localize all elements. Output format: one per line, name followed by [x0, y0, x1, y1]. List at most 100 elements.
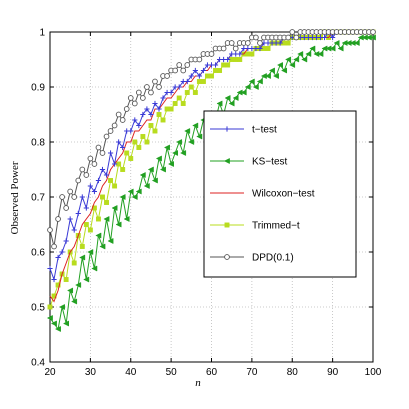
data-point — [321, 34, 328, 41]
data-point — [75, 281, 82, 289]
y-tick-label: 0.9 — [31, 83, 45, 94]
data-point — [131, 100, 138, 107]
y-tick-label: 0.4 — [31, 358, 45, 369]
data-point — [79, 166, 86, 173]
data-point — [115, 111, 122, 118]
data-point — [180, 101, 186, 106]
data-point — [192, 122, 199, 129]
data-point — [192, 67, 198, 74]
data-point — [46, 314, 53, 322]
data-point — [159, 166, 166, 173]
data-point — [87, 155, 94, 162]
data-point — [136, 122, 142, 129]
data-point — [107, 150, 114, 156]
data-point — [127, 95, 134, 101]
data-point — [148, 123, 154, 128]
data-point — [184, 90, 190, 95]
data-point — [293, 56, 300, 63]
data-point — [330, 34, 336, 41]
data-point — [317, 50, 324, 58]
data-point — [47, 265, 53, 272]
legend-marker — [224, 222, 230, 228]
data-point — [160, 117, 166, 123]
legend: t−test KS−test Wilcoxon−test Trimmed−t DPD(0… — [203, 110, 357, 278]
data-point — [63, 238, 69, 244]
data-point — [148, 111, 154, 118]
data-point — [131, 193, 138, 201]
data-point — [265, 46, 271, 51]
data-point — [55, 254, 61, 261]
data-point — [156, 112, 162, 117]
legend-label: Wilcoxon−test — [252, 189, 315, 200]
series-group — [46, 29, 376, 333]
data-point — [257, 40, 263, 46]
data-point — [285, 40, 291, 46]
data-point — [221, 62, 227, 68]
x-tick-label: 30 — [85, 367, 97, 378]
data-point — [139, 171, 146, 179]
data-point — [188, 138, 195, 146]
data-point — [180, 149, 187, 157]
x-tick-label: 60 — [206, 367, 218, 378]
data-point — [123, 215, 130, 223]
data-point — [244, 83, 251, 91]
data-point — [240, 89, 247, 96]
data-point — [168, 89, 174, 96]
data-point — [136, 145, 142, 150]
data-point — [83, 222, 89, 227]
data-point — [144, 106, 150, 112]
data-point — [83, 172, 90, 178]
data-point — [58, 303, 65, 311]
data-point — [285, 34, 292, 41]
data-point — [91, 161, 98, 167]
data-point — [103, 133, 110, 140]
legend-entry: t−test — [210, 125, 277, 136]
data-point — [172, 67, 179, 74]
data-point — [148, 89, 154, 96]
data-point — [276, 61, 283, 69]
data-point — [192, 90, 198, 95]
data-point — [59, 249, 65, 255]
y-tick-label: 0.8 — [31, 138, 45, 149]
y-tick-label: 0.7 — [31, 193, 45, 204]
y-axis-label: Observed Power — [9, 161, 21, 234]
data-point — [196, 56, 203, 63]
data-point — [297, 50, 304, 58]
data-point — [71, 227, 77, 233]
data-point — [164, 106, 170, 112]
data-point — [75, 210, 81, 217]
data-point — [272, 72, 279, 80]
data-point — [244, 40, 251, 46]
data-point — [67, 188, 74, 195]
data-point — [95, 232, 102, 239]
x-tick-label: 100 — [365, 367, 382, 378]
legend-label: Trimmed−t — [252, 221, 300, 232]
data-point — [309, 45, 316, 52]
data-point — [281, 67, 288, 74]
data-point — [220, 45, 227, 52]
data-point — [54, 325, 61, 333]
data-point — [176, 84, 182, 90]
data-point — [225, 62, 231, 68]
data-point — [91, 188, 98, 195]
data-point — [200, 67, 207, 74]
data-point — [248, 78, 255, 85]
data-point — [51, 243, 57, 250]
data-point — [59, 194, 65, 200]
data-point — [212, 62, 219, 68]
data-point — [156, 84, 162, 90]
data-point — [196, 79, 202, 84]
x-tick-label: 20 — [44, 367, 56, 378]
data-point — [108, 178, 114, 183]
data-point — [120, 144, 126, 151]
data-point — [176, 138, 183, 146]
data-point — [100, 194, 105, 200]
data-point — [184, 62, 191, 68]
legend-marker — [224, 126, 230, 132]
data-point — [167, 160, 174, 168]
data-point — [333, 39, 340, 47]
x-tick-label: 80 — [287, 367, 299, 378]
data-point — [115, 221, 122, 228]
data-point — [140, 134, 146, 139]
data-point — [200, 79, 206, 84]
